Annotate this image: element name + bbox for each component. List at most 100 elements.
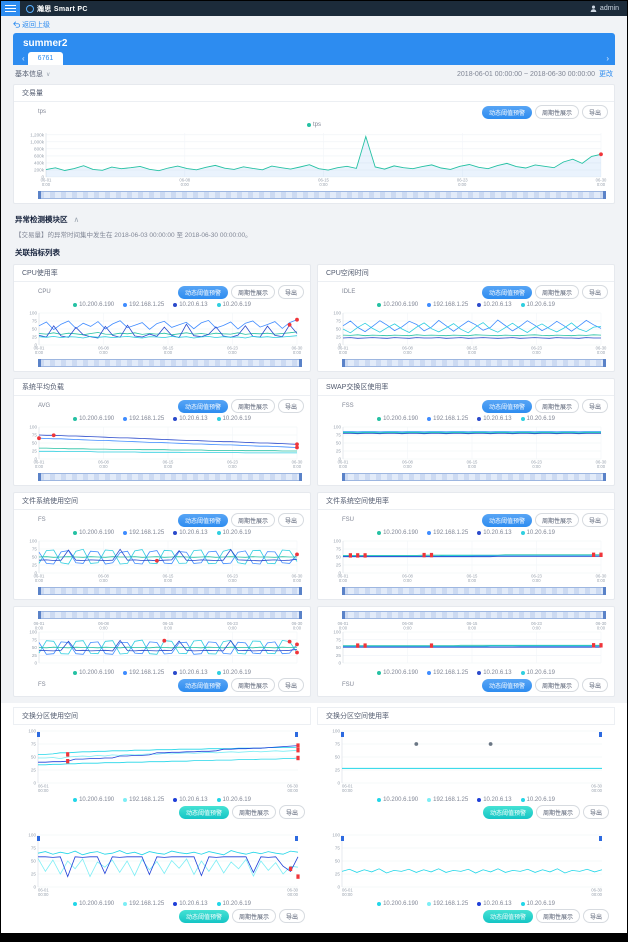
export-button[interactable]: 导出 xyxy=(277,513,304,527)
legend-item[interactable]: 192.168.1.25 xyxy=(123,670,164,676)
periodic-display-button[interactable]: 周期性展示 xyxy=(534,399,579,413)
transaction-volume-chart[interactable]: 0 200k 400k 600k 800k 1,000k 1,200k 06-01 0:00 06… xyxy=(20,130,608,188)
legend-item[interactable]: 10.200.6.190 xyxy=(377,901,418,907)
legend-item[interactable]: 10.20.6.19 xyxy=(520,670,555,676)
export-button[interactable]: 导出 xyxy=(581,285,608,299)
legend-item[interactable]: 10.20.6.13 xyxy=(477,901,512,907)
periodic-display-button[interactable]: 周期性展示 xyxy=(535,909,580,923)
legend-item[interactable]: 10.20.6.13 xyxy=(477,530,512,536)
dynamic-threshold-button[interactable]: 动态阈值预警 xyxy=(177,513,228,527)
periodic-display-button[interactable]: 周期性展示 xyxy=(535,805,580,819)
legend-item[interactable]: 10.20.6.19 xyxy=(520,302,555,308)
periodic-display-button[interactable]: 周期性展示 xyxy=(231,805,276,819)
export-button[interactable]: 导出 xyxy=(278,909,305,923)
legend-item[interactable]: 10.200.6.190 xyxy=(377,302,418,308)
legend-item[interactable]: 10.20.6.19 xyxy=(216,670,251,676)
datazoom-slider[interactable] xyxy=(38,191,606,199)
legend-item[interactable]: 10.20.6.19 xyxy=(216,302,251,308)
dynamic-threshold-button[interactable]: 动态阈值预警 xyxy=(481,105,532,119)
dynamic-threshold-button[interactable]: 动态阈值预警 xyxy=(178,805,229,819)
legend-item[interactable]: 192.168.1.25 xyxy=(123,302,164,308)
legend-item[interactable]: 10.20.6.19 xyxy=(216,797,251,803)
legend-item[interactable]: 10.200.6.190 xyxy=(73,901,114,907)
legend-item[interactable]: 10.20.6.13 xyxy=(173,670,208,676)
legend-item[interactable]: 192.168.1.25 xyxy=(123,797,164,803)
periodic-display-button[interactable]: 周期性展示 xyxy=(534,678,579,692)
legend-item[interactable]: 192.168.1.25 xyxy=(427,670,468,676)
export-button[interactable]: 导出 xyxy=(277,399,304,413)
basic-info-label[interactable]: 基本信息 xyxy=(15,71,43,78)
line-chart[interactable]: 0 25 50 75 100 06-01 0:00 06-08 0:00 06-15 0:00 06-… xyxy=(20,310,304,356)
legend-item[interactable]: 10.20.6.13 xyxy=(173,530,208,536)
legend-item[interactable]: 10.200.6.190 xyxy=(73,530,114,536)
export-button[interactable]: 导出 xyxy=(581,399,608,413)
datazoom-slider[interactable] xyxy=(342,587,606,595)
tab-active[interactable]: 6761 xyxy=(27,52,64,65)
collapse-icon[interactable]: ∧ xyxy=(73,215,80,224)
legend-item[interactable]: 10.20.6.13 xyxy=(173,416,208,422)
dynamic-threshold-button[interactable]: 动态阈值预警 xyxy=(481,285,532,299)
dynamic-threshold-button[interactable]: 动态阈值预警 xyxy=(482,909,533,923)
legend-item[interactable]: 10.200.6.190 xyxy=(377,670,418,676)
legend-item[interactable]: tps xyxy=(306,122,321,128)
periodic-display-button[interactable]: 周期性展示 xyxy=(534,513,579,527)
line-chart[interactable]: 0 25 50 75 100 06-01 00:00 06-30 00:00 xyxy=(323,728,609,794)
chevron-right-icon[interactable]: › xyxy=(606,54,609,63)
dynamic-threshold-button[interactable]: 动态阈值预警 xyxy=(481,399,532,413)
legend-item[interactable]: 192.168.1.25 xyxy=(427,416,468,422)
export-button[interactable]: 导出 xyxy=(582,805,609,819)
datazoom-slider[interactable] xyxy=(342,473,606,481)
periodic-display-button[interactable]: 周期性展示 xyxy=(230,513,275,527)
legend-item[interactable]: 10.20.6.13 xyxy=(173,901,208,907)
datazoom-slider[interactable] xyxy=(38,611,302,619)
line-chart[interactable]: 0 25 50 75 100 06-01 0:00 06-08 0:00 06-15 0:00 06-… xyxy=(324,621,608,667)
datazoom-slider[interactable] xyxy=(38,473,302,481)
export-button[interactable]: 导出 xyxy=(277,285,304,299)
line-chart[interactable]: 0 25 50 75 100 06-01 0:00 06-08 0:00 06-15 0:00 06-… xyxy=(20,424,304,470)
export-button[interactable]: 导出 xyxy=(277,678,304,692)
legend-item[interactable]: 10.200.6.190 xyxy=(73,797,114,803)
export-button[interactable]: 导出 xyxy=(581,513,608,527)
dynamic-threshold-button[interactable]: 动态阈值预警 xyxy=(177,678,228,692)
legend-item[interactable]: 10.200.6.190 xyxy=(73,416,114,422)
legend-item[interactable]: 10.20.6.13 xyxy=(477,670,512,676)
legend-item[interactable]: 192.168.1.25 xyxy=(427,530,468,536)
line-chart[interactable]: 0 25 50 75 100 06-01 00:00 06-30 00:00 xyxy=(19,832,305,898)
legend-item[interactable]: 192.168.1.25 xyxy=(427,302,468,308)
datazoom-slider[interactable] xyxy=(342,611,606,619)
line-chart[interactable]: 0 25 50 75 100 06-01 0:00 06-08 0:00 06-15 0:00 06-… xyxy=(20,621,304,667)
periodic-display-button[interactable]: 周期性展示 xyxy=(230,399,275,413)
line-chart[interactable]: 0 25 50 75 100 06-01 0:00 06-08 0:00 06-15 0:00 06-… xyxy=(324,310,608,356)
legend-item[interactable]: 10.20.6.19 xyxy=(520,530,555,536)
legend-item[interactable]: 10.20.6.19 xyxy=(520,901,555,907)
datazoom-slider[interactable] xyxy=(342,359,606,367)
dynamic-threshold-button[interactable]: 动态阈值预警 xyxy=(481,678,532,692)
legend-item[interactable]: 10.200.6.190 xyxy=(73,302,114,308)
legend-item[interactable]: 192.168.1.25 xyxy=(123,416,164,422)
legend-item[interactable]: 192.168.1.25 xyxy=(123,530,164,536)
dynamic-threshold-button[interactable]: 动态阈值预警 xyxy=(177,399,228,413)
legend-item[interactable]: 10.200.6.190 xyxy=(377,416,418,422)
legend-item[interactable]: 10.20.6.19 xyxy=(216,901,251,907)
legend-item[interactable]: 10.20.6.19 xyxy=(216,416,251,422)
export-button[interactable]: 导出 xyxy=(581,105,608,119)
datazoom-slider[interactable] xyxy=(38,587,302,595)
periodic-display-button[interactable]: 周期性展示 xyxy=(534,105,579,119)
legend-item[interactable]: 192.168.1.25 xyxy=(123,901,164,907)
export-button[interactable]: 导出 xyxy=(278,805,305,819)
legend-item[interactable]: 10.20.6.13 xyxy=(173,797,208,803)
dynamic-threshold-button[interactable]: 动态阈值预警 xyxy=(177,285,228,299)
export-button[interactable]: 导出 xyxy=(581,678,608,692)
periodic-display-button[interactable]: 周期性展示 xyxy=(231,909,276,923)
line-chart[interactable]: 0 25 50 75 100 06-01 0:00 06-08 0:00 06-15 0:00 06-… xyxy=(20,538,304,584)
legend-item[interactable]: 10.200.6.190 xyxy=(73,670,114,676)
legend-item[interactable]: 10.200.6.190 xyxy=(377,530,418,536)
datazoom-slider[interactable] xyxy=(38,359,302,367)
periodic-display-button[interactable]: 周期性展示 xyxy=(230,285,275,299)
change-date-link[interactable]: 更改 xyxy=(599,71,613,78)
hamburger-menu-icon[interactable] xyxy=(1,1,20,16)
dynamic-threshold-button[interactable]: 动态阈值预警 xyxy=(178,909,229,923)
line-chart[interactable]: 0 25 50 75 100 06-01 0:00 06-08 0:00 06-15 0:00 06-… xyxy=(324,424,608,470)
chevron-down-icon[interactable]: ∨ xyxy=(46,71,51,78)
legend-item[interactable]: 10.200.6.190 xyxy=(377,797,418,803)
